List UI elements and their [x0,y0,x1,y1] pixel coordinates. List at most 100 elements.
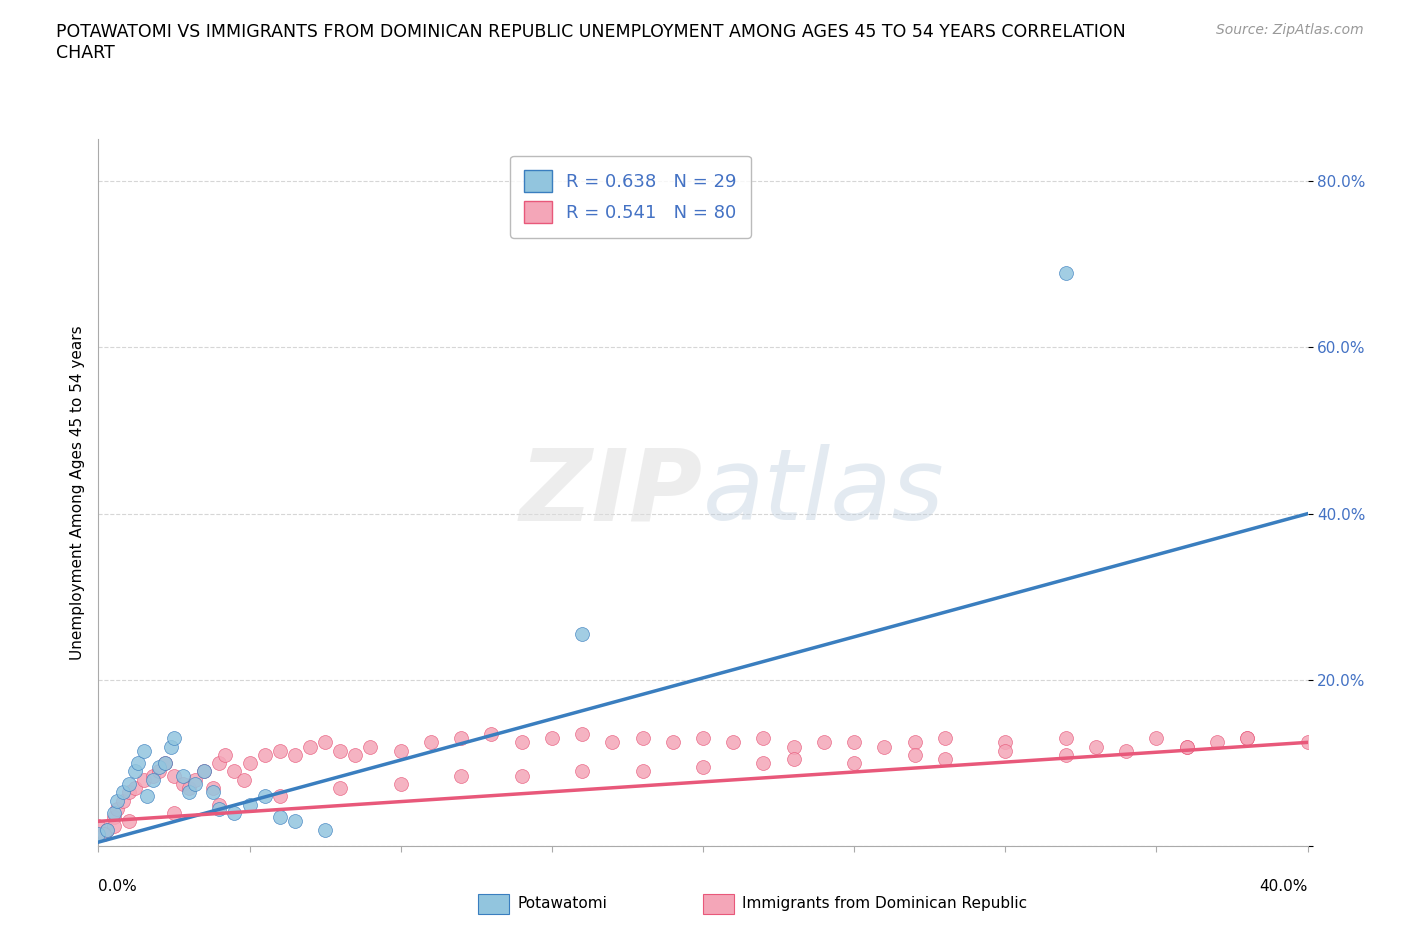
Point [1175,739,1198,754]
Point [142,772,165,787]
Point [1054,265,1077,280]
Text: ZIP: ZIP [520,445,703,541]
Point [269,743,291,758]
Point [214,748,236,763]
Point [904,735,927,750]
Point [844,735,866,750]
Point [873,739,896,754]
Point [1236,731,1258,746]
Text: atlas: atlas [703,445,945,541]
Point [127,756,149,771]
Point [602,735,624,750]
Point [224,805,246,820]
Point [994,735,1017,750]
Point [111,785,134,800]
Point [510,735,533,750]
Point [284,814,307,829]
Point [153,756,176,771]
Point [239,797,262,812]
Point [631,731,654,746]
Text: Potawatomi: Potawatomi [517,897,607,911]
Point [93,827,115,842]
Point [1085,739,1108,754]
Point [193,764,215,779]
Text: Source: ZipAtlas.com: Source: ZipAtlas.com [1216,23,1364,37]
Point [782,751,804,766]
Point [163,731,186,746]
Point [571,764,593,779]
Point [208,756,231,771]
Point [87,818,110,833]
Point [540,731,562,746]
Point [510,768,533,783]
Point [224,764,246,779]
Point [96,822,118,837]
Point [160,739,183,754]
Point [419,735,441,750]
Point [87,827,110,842]
Point [284,748,307,763]
Point [752,731,775,746]
Text: Immigrants from Dominican Republic: Immigrants from Dominican Republic [742,897,1028,911]
Point [172,777,194,791]
Point [111,793,134,808]
Point [132,772,155,787]
Point [163,805,186,820]
Text: 0.0%: 0.0% [98,879,138,894]
Point [177,780,201,795]
Point [934,751,956,766]
Point [631,764,654,779]
Point [202,780,225,795]
Point [360,739,382,754]
Point [1144,731,1167,746]
Point [142,768,165,783]
Point [105,793,128,808]
Legend: R = 0.638   N = 29, R = 0.541   N = 80: R = 0.638 N = 29, R = 0.541 N = 80 [510,155,751,237]
Point [103,810,125,825]
Point [904,748,927,763]
Point [118,777,141,791]
Text: 40.0%: 40.0% [1260,879,1308,894]
Point [118,785,141,800]
Point [253,789,276,804]
Point [208,797,231,812]
Text: CHART: CHART [56,44,115,61]
Point [450,731,472,746]
Point [1115,743,1137,758]
Point [253,748,276,763]
Point [132,743,155,758]
Point [844,756,866,771]
Point [103,805,125,820]
Point [389,777,412,791]
Point [344,748,367,763]
Point [208,802,231,817]
Point [105,802,128,817]
Point [1054,748,1077,763]
Point [299,739,322,754]
Point [148,760,170,775]
Point [184,772,207,787]
Point [239,756,262,771]
Point [329,743,352,758]
Point [481,726,503,741]
Point [571,627,593,642]
Point [118,814,141,829]
Point [782,739,804,754]
Point [177,785,201,800]
Point [813,735,835,750]
Point [314,735,336,750]
Point [153,756,176,771]
Point [202,785,225,800]
Point [450,768,472,783]
Point [752,756,775,771]
Point [934,731,956,746]
Point [148,764,170,779]
Point [232,772,254,787]
Point [692,731,714,746]
Point [1206,735,1229,750]
Point [1054,731,1077,746]
Point [994,743,1017,758]
Point [1175,739,1198,754]
Y-axis label: Unemployment Among Ages 45 to 54 years: Unemployment Among Ages 45 to 54 years [69,326,84,660]
Point [269,810,291,825]
